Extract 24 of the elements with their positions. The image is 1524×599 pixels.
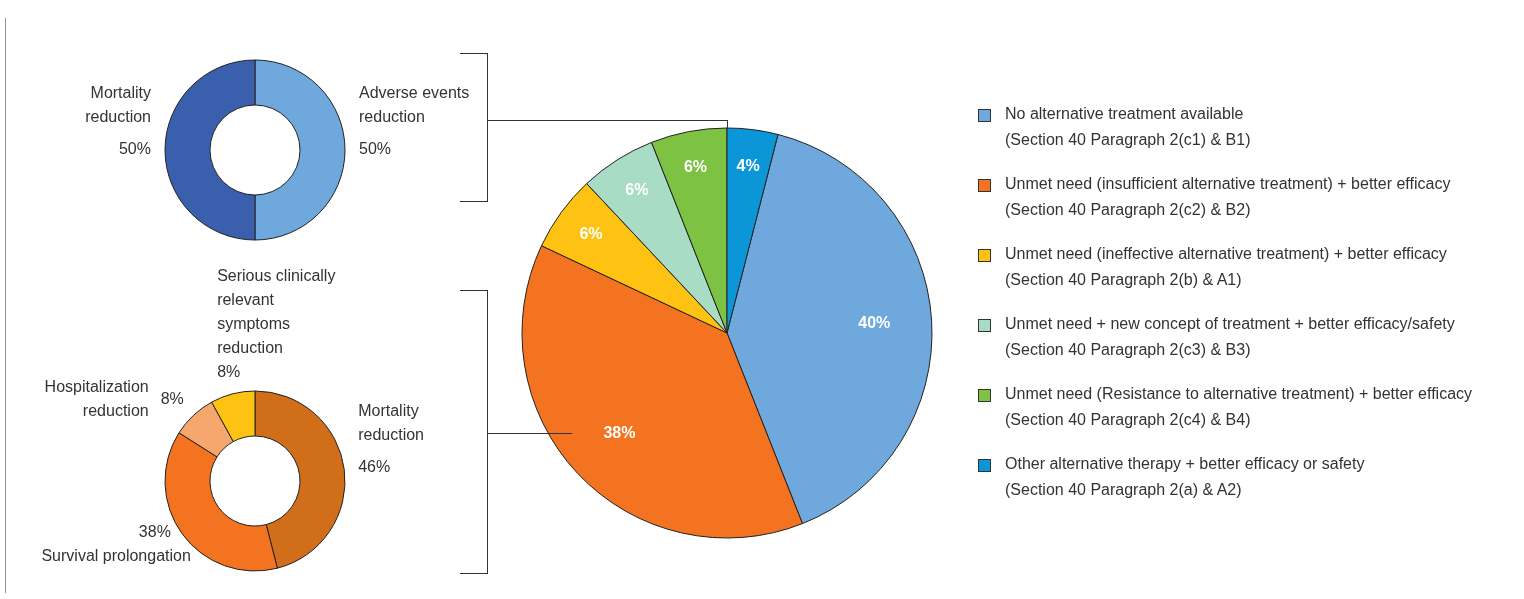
data-label: 46% bbox=[358, 458, 391, 476]
legend-label: Unmet need (ineffective alternative treatment) + better efficacy (Section 40 Paragraph 2(b) & A1) bbox=[1005, 244, 1447, 290]
data-label: 8% bbox=[217, 362, 241, 380]
data-label: 6% bbox=[579, 224, 603, 242]
legend-label: Unmet need (Resistance to alternative treatment) + better efficacy (Section 40 Paragraph 2(c4) & B4) bbox=[1005, 384, 1473, 430]
data-label: 50% bbox=[118, 140, 151, 158]
slice-label: Survival prolongation bbox=[41, 546, 191, 564]
data-label: 38% bbox=[603, 424, 636, 442]
legend-label: Unmet need (insufficient alternative treatment) + better efficacy (Section 40 Paragraph 2(c2) & B2) bbox=[1005, 174, 1451, 220]
slice-label: Hospitalization reduction bbox=[44, 377, 149, 419]
data-label: 40% bbox=[858, 314, 891, 332]
legend-label: No alternative treatment available (Section 40 Paragraph 2(c1) & B1) bbox=[1005, 104, 1251, 150]
data-label: 50% bbox=[359, 140, 392, 158]
data-label: 38% bbox=[138, 522, 171, 540]
data-label: 6% bbox=[625, 181, 649, 199]
slice-label: Mortality reduction bbox=[358, 402, 425, 444]
slice-label: Mortality reduction bbox=[85, 84, 151, 126]
slice-label: Adverse events reduction bbox=[359, 84, 470, 126]
data-label: 4% bbox=[736, 156, 760, 174]
legend-label: Other alternative therapy + better efficacy or safety (Section 40 Paragraph 2(a) & A2) bbox=[1005, 454, 1365, 500]
legend-label: Unmet need + new concept of treatment + better efficacy/safety (Section 40 Paragraph 2(c3) & B3) bbox=[1005, 314, 1455, 360]
data-label: 6% bbox=[683, 158, 708, 176]
data-label: 8% bbox=[160, 389, 184, 407]
slice-label: Serious clinically relevant symptoms reduction bbox=[217, 266, 336, 356]
